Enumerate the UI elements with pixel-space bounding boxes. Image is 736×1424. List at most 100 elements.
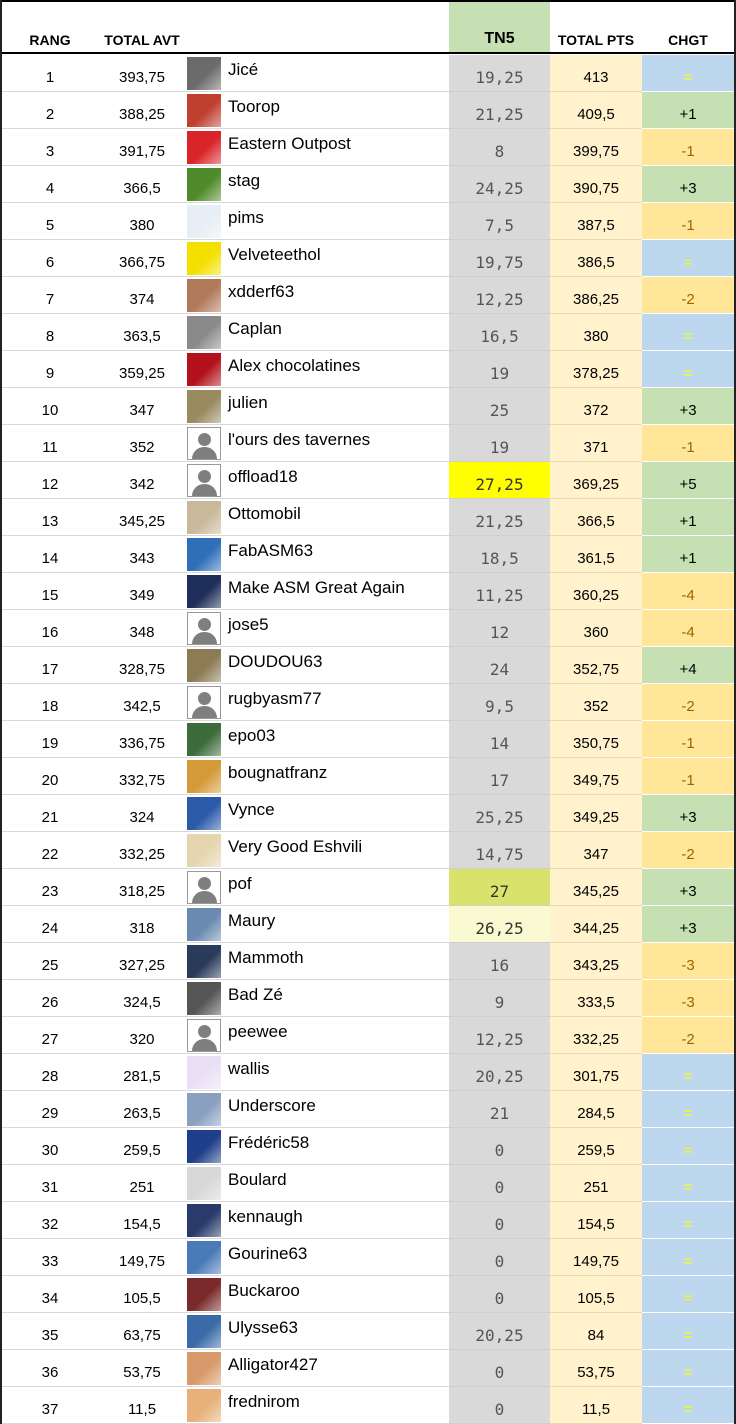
table-row: 16 348 jose5 12 360 -4 (0, 610, 736, 647)
tn5-cell: 19 (449, 425, 550, 462)
total-pts-cell: 349,25 (550, 795, 642, 832)
rank-cell: 29 (2, 1091, 98, 1128)
change-badge: -2 (642, 684, 734, 721)
top-border (0, 0, 736, 2)
avatar (187, 759, 221, 793)
player-name: Underscore (224, 1091, 449, 1128)
table-row: 36 53,75 Alligator427 0 53,75 = (0, 1350, 736, 1387)
total-avt-cell: 11,5 (98, 1387, 186, 1424)
total-pts-cell: 386,25 (550, 277, 642, 314)
table-row: 17 328,75 DOUDOU63 24 352,75 +4 (0, 647, 736, 684)
header-total-avt: TOTAL AVT (104, 32, 180, 48)
change-badge: -1 (642, 758, 734, 795)
total-pts-cell: 149,75 (550, 1239, 642, 1276)
total-avt-cell: 342 (98, 462, 186, 499)
table-row: 18 342,5 rugbyasm77 9,5 352 -2 (0, 684, 736, 721)
total-pts-cell: 409,5 (550, 92, 642, 129)
total-avt-cell: 320 (98, 1017, 186, 1054)
total-avt-cell: 391,75 (98, 129, 186, 166)
total-avt-cell: 380 (98, 203, 186, 240)
table-row: 24 318 Maury 26,25 344,25 +3 (0, 906, 736, 943)
change-badge: -1 (642, 425, 734, 462)
player-name: l'ours des tavernes (224, 425, 449, 462)
tn5-cell: 26,25 (449, 906, 550, 943)
tn5-cell: 0 (449, 1128, 550, 1165)
avatar-cell (186, 1165, 224, 1202)
table-row: 37 11,5 frednirom 0 11,5 = (0, 1387, 736, 1424)
rank-cell: 34 (2, 1276, 98, 1313)
avatar-cell (186, 1313, 224, 1350)
avatar-cell (186, 1091, 224, 1128)
total-pts-cell: 11,5 (550, 1387, 642, 1424)
rank-cell: 6 (2, 240, 98, 277)
avatar (187, 130, 221, 164)
player-name: julien (224, 388, 449, 425)
table-row: 1 393,75 Jicé 19,25 413 = (0, 55, 736, 92)
avatar-cell (186, 1017, 224, 1054)
tn5-cell: 24 (449, 647, 550, 684)
tn5-cell: 0 (449, 1202, 550, 1239)
rank-cell: 37 (2, 1387, 98, 1424)
total-pts-cell: 259,5 (550, 1128, 642, 1165)
right-border (734, 0, 736, 1424)
change-badge: -1 (642, 129, 734, 166)
total-avt-cell: 347 (98, 388, 186, 425)
change-badge: +1 (642, 499, 734, 536)
rank-cell: 27 (2, 1017, 98, 1054)
header-rang: RANG (29, 32, 71, 48)
rank-cell: 14 (2, 536, 98, 573)
rank-cell: 1 (2, 55, 98, 92)
table-row: 29 263,5 Underscore 21 284,5 = (0, 1091, 736, 1128)
tn5-cell: 9,5 (449, 684, 550, 721)
table-row: 11 352 l'ours des tavernes 19 371 -1 (0, 425, 736, 462)
header-tn5: TN5 (449, 0, 550, 52)
avatar-cell (186, 536, 224, 573)
table-row: 33 149,75 Gourine63 0 149,75 = (0, 1239, 736, 1276)
player-name: kennaugh (224, 1202, 449, 1239)
avatar-cell (186, 351, 224, 388)
change-badge: +3 (642, 906, 734, 943)
avatar-cell (186, 425, 224, 462)
total-avt-cell: 318 (98, 906, 186, 943)
default-user-icon (187, 426, 221, 460)
table-row: 2 388,25 Toorop 21,25 409,5 +1 (0, 92, 736, 129)
rank-cell: 8 (2, 314, 98, 351)
left-border (0, 0, 2, 1424)
player-name: Bad Zé (224, 980, 449, 1017)
total-pts-cell: 105,5 (550, 1276, 642, 1313)
change-badge: -1 (642, 203, 734, 240)
rank-cell: 11 (2, 425, 98, 462)
rank-cell: 15 (2, 573, 98, 610)
change-badge: = (642, 1128, 734, 1165)
table-row: 10 347 julien 25 372 +3 (0, 388, 736, 425)
total-avt-cell: 53,75 (98, 1350, 186, 1387)
avatar (187, 1055, 221, 1089)
tn5-cell: 0 (449, 1350, 550, 1387)
table-row: 25 327,25 Mammoth 16 343,25 -3 (0, 943, 736, 980)
rank-cell: 23 (2, 869, 98, 906)
total-avt-cell: 263,5 (98, 1091, 186, 1128)
table-row: 30 259,5 Frédéric58 0 259,5 = (0, 1128, 736, 1165)
total-pts-cell: 284,5 (550, 1091, 642, 1128)
change-badge: = (642, 1387, 734, 1424)
tn5-cell: 0 (449, 1239, 550, 1276)
total-pts-cell: 154,5 (550, 1202, 642, 1239)
avatar (187, 796, 221, 830)
player-name: Mammoth (224, 943, 449, 980)
tn5-cell: 14,75 (449, 832, 550, 869)
avatar (187, 315, 221, 349)
tn5-cell: 21,25 (449, 92, 550, 129)
change-badge: +3 (642, 166, 734, 203)
avatar-cell (186, 240, 224, 277)
total-avt-cell: 363,5 (98, 314, 186, 351)
player-name: Ottomobil (224, 499, 449, 536)
header-total-pts: TOTAL PTS (557, 32, 635, 48)
rank-cell: 16 (2, 610, 98, 647)
avatar-cell (186, 1276, 224, 1313)
rank-cell: 33 (2, 1239, 98, 1276)
avatar-cell (186, 388, 224, 425)
change-badge: -1 (642, 721, 734, 758)
avatar-cell (186, 462, 224, 499)
total-pts-cell: 332,25 (550, 1017, 642, 1054)
